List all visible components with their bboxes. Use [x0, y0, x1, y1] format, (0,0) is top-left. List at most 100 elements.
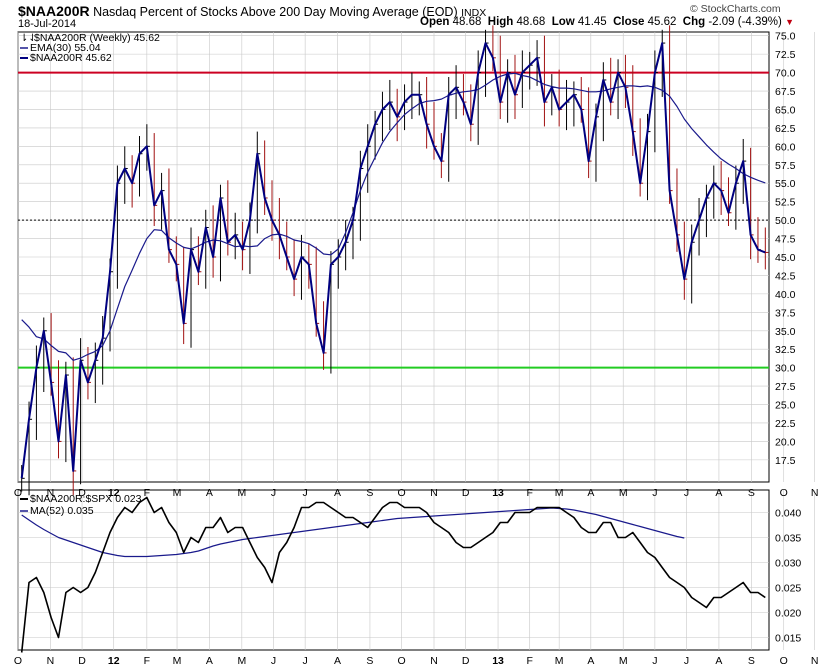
x-tick-label: D: [78, 487, 86, 499]
legend-ema-label: EMA(30) 55.04: [30, 42, 101, 54]
x-tick-label: 13: [492, 655, 504, 667]
x-tick-label: O: [780, 655, 788, 667]
x-tick-label: N: [811, 655, 819, 667]
ohlc-readout: Open 48.68 High 48.68 Low 41.45 Close 45…: [420, 16, 794, 28]
x-tick-label: M: [237, 655, 246, 667]
x-tick-label: 12: [108, 487, 120, 499]
y-tick-label: 17.5: [775, 455, 796, 467]
close-line: [20, 42, 766, 479]
ratio-line: [20, 496, 766, 653]
x-tick-label: F: [526, 655, 532, 667]
y-tick-label: 55.0: [775, 178, 796, 190]
x-tick-label: A: [206, 655, 213, 667]
chg-value: -2.09 (-4.39%): [708, 16, 782, 28]
x-tick-label: N: [47, 487, 55, 499]
low-label: Low: [551, 16, 575, 28]
lower-x-axis: OND12FMAMJJASOND13FMAMJJASOND14FMAMJJA: [14, 655, 819, 667]
legend-series-label: $NAA200R (Weekly) 45.62: [34, 32, 160, 44]
y-tick-label: 27.5: [775, 381, 796, 393]
y-tick-label: 25.0: [775, 400, 796, 412]
close-value: 45.62: [647, 16, 677, 28]
y-tick-label: 52.5: [775, 197, 796, 209]
x-tick-label: J: [271, 487, 276, 499]
x-tick-label: D: [462, 487, 470, 499]
x-tick-label: 12: [108, 655, 120, 667]
x-tick-label: S: [366, 487, 373, 499]
x-tick-label: M: [555, 655, 564, 667]
x-tick-label: N: [47, 655, 55, 667]
legend-close-label: $NAA200R 45.62: [30, 52, 112, 64]
x-tick-label: F: [144, 487, 150, 499]
y-tick-label: 60.0: [775, 141, 796, 153]
y-tick-label: 35.0: [775, 326, 796, 338]
open-value: 48.68: [452, 16, 482, 28]
date-label: 18-Jul-2014: [18, 18, 77, 30]
close-label: Close: [613, 16, 645, 28]
reference-lines: [18, 71, 769, 369]
description: Nasdaq Percent of Stocks Above 200 Day M…: [93, 5, 458, 19]
x-tick-label: S: [748, 655, 755, 667]
y-tick-label: 0.015: [775, 633, 801, 645]
y-tick-label: 40.0: [775, 289, 796, 301]
lower-legend: $NAA200R:$SPX 0.023 MA(52) 0.035: [20, 493, 142, 517]
x-tick-label: F: [526, 487, 532, 499]
x-tick-label: A: [715, 487, 722, 499]
x-tick-label: M: [619, 487, 628, 499]
x-tick-label: A: [334, 487, 341, 499]
credit-label: © StockCharts.com: [690, 3, 781, 15]
upper-y-axis: 17.5 20.0 22.5 25.0 27.5 30.0 32.5 35.0 37.5 40.0…: [775, 31, 796, 467]
upper-legend: ⇂⇃ $NAA200R (Weekly) 45.62 EMA(30) 55.04…: [20, 32, 160, 64]
x-tick-label: J: [303, 487, 308, 499]
y-tick-label: 30.0: [775, 363, 796, 375]
x-tick-label: N: [430, 655, 438, 667]
x-tick-label: D: [462, 655, 470, 667]
y-tick-label: 20.0: [775, 436, 796, 448]
y-tick-label: 67.5: [775, 86, 796, 98]
ma52-line: [21, 507, 685, 558]
lower-grid: [17, 490, 815, 650]
upper-series-lines: [20, 42, 766, 479]
x-tick-label: M: [555, 487, 564, 499]
open-label: Open: [420, 16, 450, 28]
chart-title: $NAA200R Nasdaq Percent of Stocks Above …: [18, 3, 486, 19]
upper-x-axis: OND12FMAMJJASOND13FMAMJJASOND14FMAMJJA: [14, 487, 819, 499]
x-tick-label: O: [398, 655, 406, 667]
high-label: High: [487, 16, 514, 28]
x-tick-label: S: [748, 487, 755, 499]
lower-y-axis: 0.015 0.020 0.025 0.030 0.035 0.040: [775, 508, 801, 645]
x-tick-label: A: [206, 487, 213, 499]
x-tick-label: M: [237, 487, 246, 499]
x-tick-label: O: [398, 487, 406, 499]
y-tick-label: 0.030: [775, 558, 801, 570]
x-tick-label: J: [303, 655, 308, 667]
y-tick-label: 70.0: [775, 68, 796, 80]
low-value: 41.45: [577, 16, 607, 28]
y-tick-label: 0.040: [775, 508, 801, 520]
x-tick-label: A: [587, 655, 594, 667]
y-tick-label: 0.020: [775, 608, 801, 620]
x-tick-label: A: [587, 487, 594, 499]
x-tick-label: J: [652, 655, 657, 667]
y-tick-label: 47.5: [775, 234, 796, 246]
ema30-line: [21, 72, 766, 361]
x-tick-label: N: [430, 487, 438, 499]
price-bars: [21, 25, 769, 496]
y-tick-label: 37.5: [775, 307, 796, 319]
y-tick-label: 0.035: [775, 533, 801, 545]
y-tick-label: 32.5: [775, 344, 796, 356]
x-tick-label: S: [366, 655, 373, 667]
y-tick-label: 65.0: [775, 104, 796, 116]
x-tick-label: D: [78, 655, 86, 667]
x-tick-label: A: [334, 655, 341, 667]
x-tick-label: J: [684, 487, 689, 499]
lower-series-lines: [20, 496, 766, 653]
symbol: $NAA200R: [18, 3, 90, 19]
x-tick-label: M: [173, 487, 182, 499]
x-tick-label: N: [811, 487, 819, 499]
x-tick-label: J: [652, 487, 657, 499]
x-tick-label: O: [14, 655, 22, 667]
chg-label: Chg: [682, 16, 706, 28]
x-tick-label: M: [173, 655, 182, 667]
x-tick-label: M: [619, 655, 628, 667]
